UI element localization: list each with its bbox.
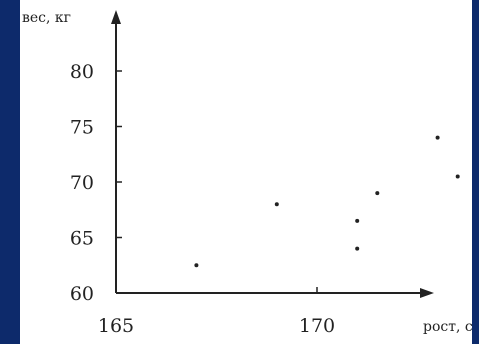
y-axis-arrow xyxy=(111,10,121,24)
x-axis-arrow xyxy=(420,288,434,298)
y-tick-label: 80 xyxy=(70,61,94,83)
data-point xyxy=(375,191,380,196)
y-tick-label: 65 xyxy=(70,228,94,250)
axes xyxy=(111,10,434,298)
chart-panel: 1651701751801856065707580 вес, кг рост, … xyxy=(20,0,472,344)
ticks: 1651701751801856065707580 xyxy=(70,61,335,337)
y-tick-label: 75 xyxy=(70,117,94,139)
scatter-chart: 1651701751801856065707580 вес, кг рост, … xyxy=(22,10,472,337)
data-points xyxy=(194,135,460,268)
data-point xyxy=(355,218,360,223)
y-tick-label: 70 xyxy=(70,172,94,194)
data-point xyxy=(194,263,199,268)
x-axis-label: рост, см xyxy=(423,319,472,335)
data-point xyxy=(455,174,460,179)
y-axis-label: вес, кг xyxy=(22,10,71,26)
x-tick-label: 170 xyxy=(299,315,335,337)
data-point xyxy=(355,246,360,251)
y-tick-label: 60 xyxy=(70,283,94,305)
data-point xyxy=(435,135,440,140)
x-tick-label: 165 xyxy=(98,315,134,337)
data-point xyxy=(274,202,279,207)
